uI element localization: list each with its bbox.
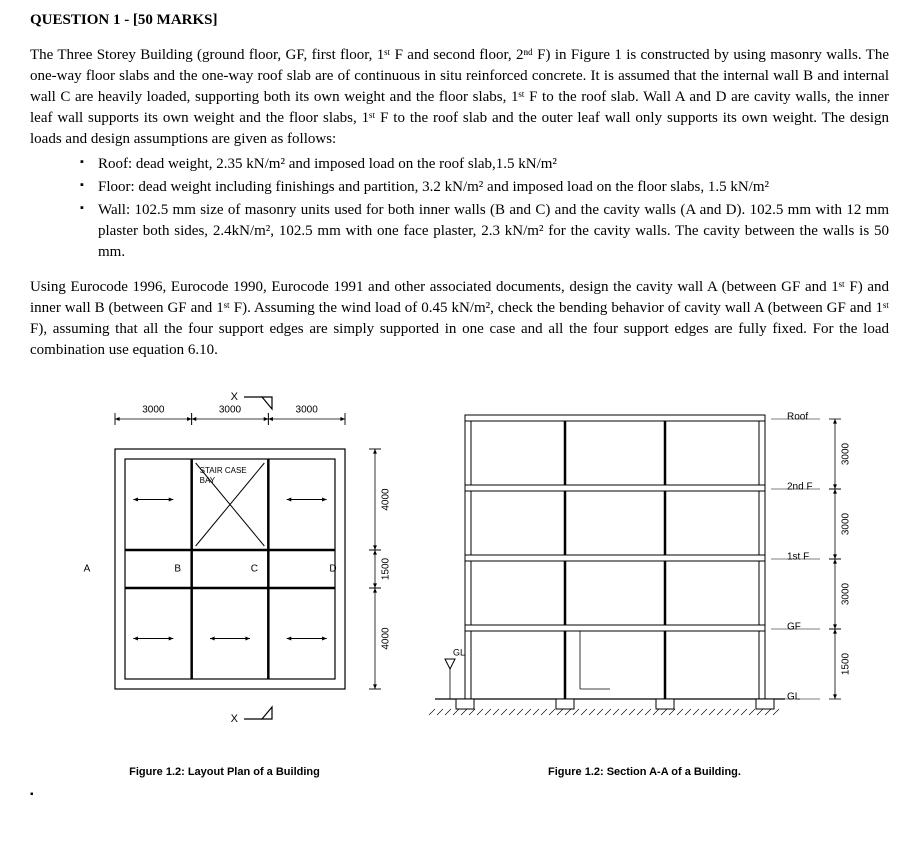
end-square: ▪ bbox=[30, 788, 889, 802]
svg-text:1st F: 1st F bbox=[787, 552, 809, 563]
svg-text:GL: GL bbox=[453, 647, 465, 657]
svg-text:Roof: Roof bbox=[787, 412, 808, 423]
svg-text:X: X bbox=[230, 391, 238, 403]
bullet-roof: Roof: dead weight, 2.35 kN/m² and impose… bbox=[80, 154, 889, 175]
paragraph-2: Using Eurocode 1996, Eurocode 1990, Euro… bbox=[30, 277, 889, 361]
svg-text:1500: 1500 bbox=[380, 557, 391, 580]
figures-row: 3000 3000 3000 4000 1500 4000 X X STAIR CASEBAY A… bbox=[30, 379, 889, 780]
svg-text:X: X bbox=[230, 713, 238, 725]
svg-text:1500: 1500 bbox=[840, 652, 851, 675]
svg-text:D: D bbox=[329, 564, 336, 575]
svg-text:4000: 4000 bbox=[380, 627, 391, 650]
svg-text:C: C bbox=[250, 564, 257, 575]
assumptions-list: Roof: dead weight, 2.35 kN/m² and impose… bbox=[80, 154, 889, 263]
svg-text:3000: 3000 bbox=[295, 405, 318, 416]
svg-text:3000: 3000 bbox=[142, 405, 165, 416]
section-figure: GL Roof 2nd F 1st F GF GL 3000 3000 3000 1500 Fig… bbox=[425, 379, 865, 780]
svg-text:3000: 3000 bbox=[840, 582, 851, 605]
svg-text:2nd F: 2nd F bbox=[787, 482, 813, 493]
question-title: QUESTION 1 - [50 MARKS] bbox=[30, 10, 889, 31]
bullet-wall: Wall: 102.5 mm size of masonry units use… bbox=[80, 200, 889, 263]
bullet-floor: Floor: dead weight including finishings … bbox=[80, 177, 889, 198]
plan-caption: Figure 1.2: Layout Plan of a Building bbox=[129, 765, 320, 780]
svg-text:STAIR CASE: STAIR CASE bbox=[199, 466, 246, 475]
svg-text:4000: 4000 bbox=[380, 488, 391, 511]
svg-text:GL: GL bbox=[787, 692, 801, 703]
svg-text:BAY: BAY bbox=[199, 476, 215, 485]
svg-text:GF: GF bbox=[787, 622, 801, 633]
svg-text:A: A bbox=[83, 564, 90, 575]
section-svg: GL Roof 2nd F 1st F GF GL 3000 3000 3000 1500 bbox=[425, 379, 865, 759]
svg-text:3000: 3000 bbox=[218, 405, 241, 416]
plan-svg: 3000 3000 3000 4000 1500 4000 X X STAIR CASEBAY A… bbox=[55, 379, 395, 759]
plan-figure: 3000 3000 3000 4000 1500 4000 X X STAIR CASEBAY A… bbox=[55, 379, 395, 780]
section-caption: Figure 1.2: Section A-A of a Building. bbox=[548, 765, 741, 780]
svg-text:3000: 3000 bbox=[840, 512, 851, 535]
svg-text:3000: 3000 bbox=[840, 442, 851, 465]
svg-text:B: B bbox=[174, 564, 181, 575]
paragraph-1: The Three Storey Building (ground floor,… bbox=[30, 45, 889, 150]
